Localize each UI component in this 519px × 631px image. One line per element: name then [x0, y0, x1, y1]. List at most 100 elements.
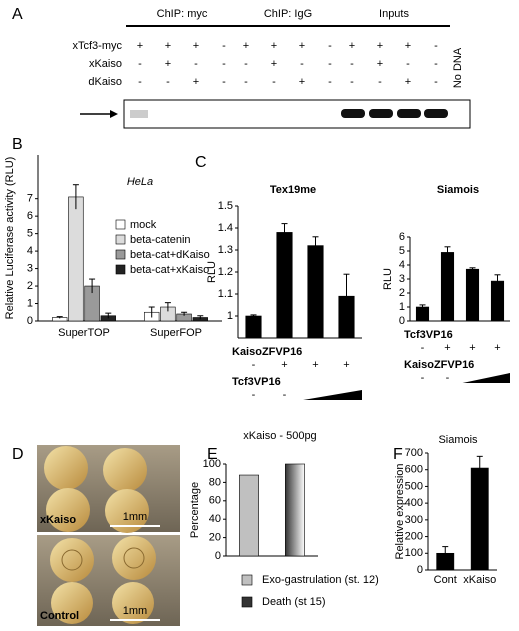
sign: + — [349, 40, 355, 52]
chart-title: Siamois — [438, 434, 478, 446]
condition-sign: - — [283, 389, 287, 401]
embryo — [112, 582, 154, 624]
sign: - — [138, 58, 142, 70]
y-tick-label: 1 — [27, 297, 33, 309]
y-tick-label: 3 — [27, 262, 33, 274]
panel-letter: C — [195, 154, 207, 171]
bar — [307, 245, 324, 339]
sign: + — [271, 40, 277, 52]
condition-sign: + — [469, 342, 475, 354]
condition-sign: + — [444, 342, 450, 354]
embryo — [51, 582, 93, 624]
panel-letter: D — [12, 446, 24, 463]
photo-label: Control — [40, 610, 79, 622]
bar — [440, 252, 455, 322]
band — [369, 109, 393, 118]
no-dna: No DNA — [452, 47, 464, 88]
sign: - — [244, 58, 248, 70]
embryo — [105, 489, 149, 533]
y-tick-label: 7 — [27, 193, 33, 205]
condition-sign: - — [421, 372, 425, 384]
y-tick-label: 1.4 — [218, 222, 233, 234]
sign: - — [194, 58, 198, 70]
y-tick-label: 2 — [399, 287, 405, 299]
condition-label: Tcf3VP16 — [404, 329, 453, 341]
sign: - — [328, 40, 332, 52]
group-label: ChIP: myc — [157, 8, 208, 20]
scale-label: 1mm — [123, 511, 147, 523]
band — [341, 109, 365, 118]
sign: - — [222, 40, 226, 52]
panel-letter: E — [207, 446, 218, 463]
sign: + — [243, 40, 249, 52]
sign: - — [222, 58, 226, 70]
y-tick-label: 300 — [405, 514, 423, 526]
sign: - — [138, 76, 142, 88]
y-tick-label: 0 — [215, 550, 221, 562]
condition-sign: - — [252, 389, 256, 401]
x-tick-label: Cont — [434, 574, 457, 586]
legend-swatch — [115, 249, 126, 260]
y-tick-label: 6 — [27, 210, 33, 222]
y-tick-label: 20 — [209, 532, 221, 544]
chart-title: Tex19me — [270, 184, 316, 196]
sign: + — [299, 40, 305, 52]
legend-swatch — [241, 596, 253, 608]
sign: + — [137, 40, 143, 52]
y-tick-label: 1.2 — [218, 266, 233, 278]
legend-label: beta-catenin — [130, 234, 191, 246]
group-label: Inputs — [379, 8, 409, 20]
band — [130, 110, 148, 118]
y-tick-label: 100 — [405, 547, 423, 559]
y-tick-label: 4 — [27, 245, 33, 257]
panel-letter: A — [12, 6, 23, 23]
sign: + — [299, 76, 305, 88]
legend-label: Exo-gastrulation (st. 12) — [262, 574, 379, 586]
row-label: xKaiso — [89, 58, 122, 70]
sign: - — [328, 58, 332, 70]
y-tick-label: 0 — [27, 315, 33, 327]
panel-letter: B — [12, 136, 23, 153]
embryo — [103, 448, 147, 492]
sign: - — [328, 76, 332, 88]
y-tick-label: 0 — [399, 315, 405, 327]
embryo — [46, 488, 90, 532]
gradient-triangle — [303, 390, 362, 400]
bar — [470, 467, 489, 571]
arrow-head — [110, 110, 118, 118]
x-tick-label: xKaiso — [463, 574, 496, 586]
y-axis-label: Relative expression — [394, 464, 406, 560]
sign: - — [350, 58, 354, 70]
blastopore — [123, 547, 145, 569]
y-tick-label: 60 — [209, 495, 221, 507]
x-tick-label: SuperFOP — [150, 327, 202, 339]
y-tick-label: 1.3 — [218, 244, 233, 256]
gel — [80, 99, 471, 129]
y-axis-label: Percentage — [189, 482, 201, 538]
sign: - — [222, 76, 226, 88]
sign: - — [378, 76, 382, 88]
embryo — [112, 536, 156, 580]
band — [397, 109, 421, 118]
condition-sign: + — [343, 359, 349, 371]
bar — [276, 232, 293, 339]
legend-swatch — [115, 234, 126, 245]
row-label: xTcf3-myc — [73, 40, 123, 52]
embryo — [50, 538, 94, 582]
y-tick-label: 6 — [399, 231, 405, 243]
y-tick-label: 1 — [399, 301, 405, 313]
y-tick-label: 200 — [405, 530, 423, 542]
y-axis-label: RLU — [382, 268, 394, 290]
bar — [68, 196, 84, 322]
y-tick-label: 0 — [417, 564, 423, 576]
y-tick-label: 1 — [227, 310, 233, 322]
condition-sign: - — [446, 372, 450, 384]
bar — [465, 268, 480, 322]
y-tick-label: 40 — [209, 513, 221, 525]
y-tick-label: 100 — [203, 458, 221, 470]
chart-title: HeLa — [127, 176, 153, 188]
gradient-triangle — [462, 373, 510, 383]
sign: + — [193, 40, 199, 52]
y-tick-label: 500 — [405, 480, 423, 492]
